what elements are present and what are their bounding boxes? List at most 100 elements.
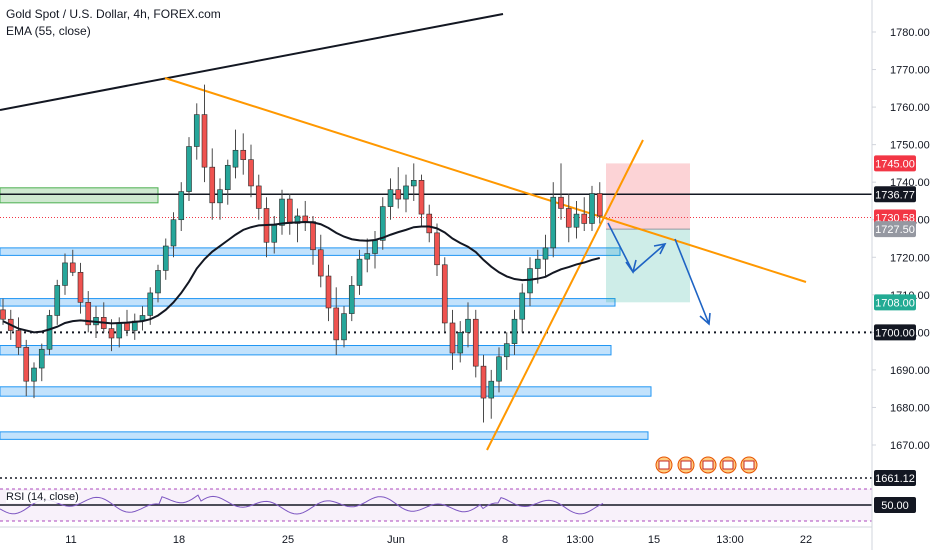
candle-body <box>565 208 572 228</box>
candle-body <box>178 191 185 221</box>
candle <box>317 234 324 288</box>
stop-loss-zone <box>606 163 690 230</box>
candle-body <box>162 245 169 271</box>
x-tick-label: 11 <box>65 534 76 546</box>
upper-trendline <box>0 13 504 111</box>
candle <box>69 249 76 277</box>
candle-body <box>116 322 123 339</box>
y-tick-label: 1720.00 <box>890 252 930 264</box>
us-flag-icon <box>658 460 670 470</box>
candle <box>519 283 526 333</box>
candle-body <box>302 215 309 222</box>
candle-body <box>480 365 487 399</box>
candle <box>232 129 239 179</box>
candle-body <box>54 285 61 316</box>
candle-body <box>193 114 200 147</box>
candle-body <box>449 322 456 354</box>
candle-body <box>573 213 580 228</box>
candle-body <box>550 196 557 249</box>
price-tag-label: 1700.00 <box>875 327 915 339</box>
candle-body <box>418 180 425 215</box>
price-tag-box <box>874 155 916 172</box>
candle-body <box>69 262 76 273</box>
zone-support-1 <box>0 247 621 256</box>
time-axis[interactable]: 11 18 25 Jun 8 13:00 15 13:00 22 <box>65 534 812 546</box>
candle <box>511 309 518 355</box>
candle <box>457 321 464 363</box>
y-tick-label: 1770.00 <box>890 65 930 77</box>
candle <box>209 148 216 220</box>
y-tick-label: 1670.00 <box>890 440 930 452</box>
candle-body <box>23 347 30 382</box>
us-flag-icon <box>680 460 692 470</box>
projection-arrows <box>607 222 711 326</box>
x-tick-label: 8 <box>502 534 508 546</box>
candle-body <box>232 149 239 168</box>
candle <box>395 167 402 209</box>
zone-layer <box>0 187 652 440</box>
rsi-indicator-label: RSI (14, close) <box>6 491 79 503</box>
x-tick-label: Jun <box>387 534 405 546</box>
price-tag: 1745.00 <box>874 155 916 172</box>
y-tick-label: 1750.00 <box>890 140 930 152</box>
candle-body <box>364 253 371 260</box>
trade-box-layer <box>606 163 690 303</box>
price-tag-label: 1708.00 <box>875 297 915 309</box>
candle <box>178 182 185 231</box>
descending-trendline <box>164 77 807 283</box>
candle <box>325 264 332 322</box>
candle-body <box>596 193 603 217</box>
candle-body <box>0 309 6 320</box>
chart-legend: Gold Spot / U.S. Dollar, 4h, FOREX.com E… <box>6 6 221 40</box>
candle <box>170 212 177 258</box>
candle <box>333 287 340 355</box>
price-tag: 1708.00 <box>874 294 916 311</box>
candle <box>77 262 84 314</box>
rsi-level-label: 50.00 <box>881 500 909 512</box>
candle <box>364 238 371 273</box>
candle <box>403 174 409 213</box>
candle <box>434 223 440 277</box>
candle-body <box>147 292 154 316</box>
candle-body <box>77 271 84 303</box>
price-tag-box <box>874 221 916 238</box>
candle-body <box>209 166 216 204</box>
candle-body <box>341 313 347 341</box>
candle <box>54 279 61 325</box>
candle-body <box>395 189 402 200</box>
x-tick-label: 22 <box>800 534 812 546</box>
candle-body <box>31 367 37 382</box>
candle <box>38 343 45 382</box>
candle <box>542 234 549 277</box>
candle-body <box>379 206 386 241</box>
candle <box>488 369 495 419</box>
ascending-trendline <box>486 139 644 451</box>
candle-body <box>488 380 495 399</box>
candle-body <box>46 315 53 350</box>
candle-body <box>472 318 479 367</box>
candle <box>294 208 301 243</box>
price-tag-label: 1727.50 <box>875 224 915 236</box>
candle <box>341 306 347 348</box>
price-tag-box <box>874 294 916 311</box>
candle <box>596 182 603 224</box>
candle <box>279 189 285 235</box>
candle <box>162 238 169 280</box>
x-tick-label: 13:00 <box>566 534 594 546</box>
candle <box>23 339 30 397</box>
rsi-level-tag: 50.00 <box>874 497 916 513</box>
candle <box>201 84 208 183</box>
rsi-line <box>0 494 604 515</box>
candle <box>558 163 564 220</box>
candle <box>0 298 6 325</box>
candle-body <box>286 198 293 224</box>
candle <box>449 309 456 370</box>
candle-body <box>279 198 285 226</box>
candle <box>108 319 115 352</box>
candle-body <box>124 322 130 331</box>
candle <box>240 133 247 175</box>
candle <box>62 253 68 295</box>
candle-body <box>325 275 332 309</box>
ema-line <box>2 220 600 334</box>
